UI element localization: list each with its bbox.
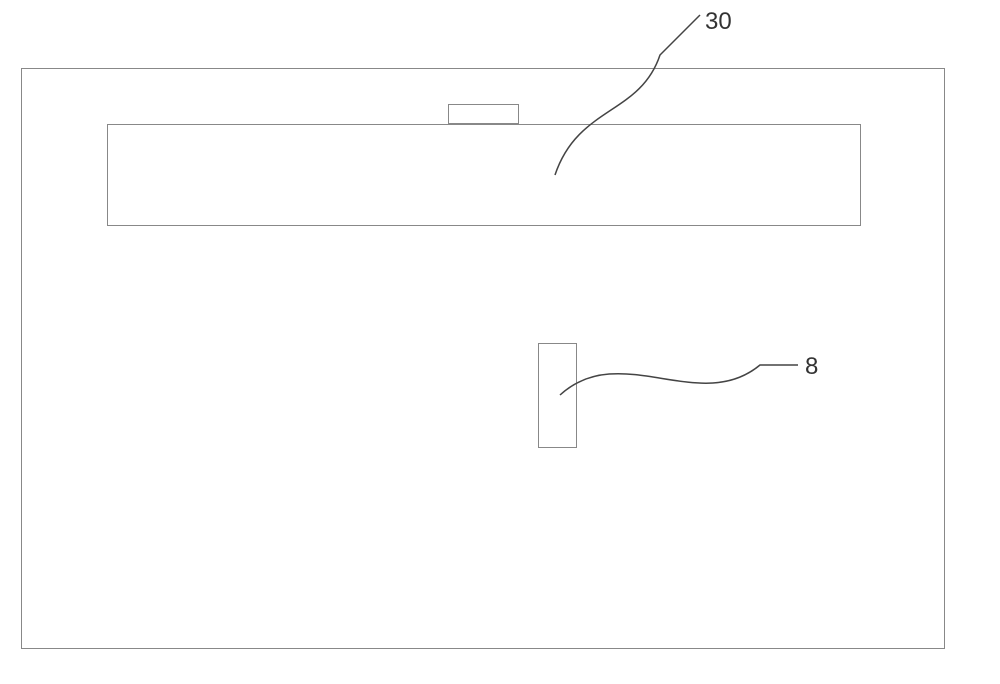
vertical-rectangle: [538, 343, 577, 448]
small-top-rectangle: [448, 104, 519, 124]
wide-rectangle: [107, 124, 861, 226]
label-30: 30: [705, 8, 732, 36]
label-8: 8: [805, 353, 818, 381]
